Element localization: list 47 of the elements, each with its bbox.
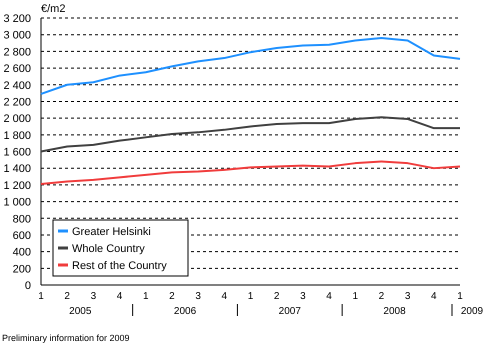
x-tick-label: 1	[457, 291, 464, 302]
y-tick-label: 1 800	[3, 130, 31, 142]
y-tick-label: 3 200	[3, 13, 31, 25]
x-tick-label: 2	[274, 291, 280, 302]
x-tick-label: 3	[300, 291, 306, 302]
x-tick-label: 3	[90, 291, 97, 302]
x-tick-label: 1	[38, 291, 44, 302]
x-tick-label: 4	[222, 291, 228, 302]
line-series	[40, 37, 461, 95]
y-tick-label: 0	[24, 280, 31, 292]
text: 2006	[174, 306, 197, 317]
x-tick-label: 3	[404, 291, 411, 302]
y-tick-label: 1 600	[3, 146, 31, 158]
x-tick-label: 2	[169, 291, 176, 302]
y-tick-label: 2 400	[3, 80, 31, 92]
x-tick-label: 1	[142, 291, 149, 302]
y-tick-label: 2 000	[3, 113, 31, 126]
y-tick-label: 800	[12, 213, 31, 226]
x-tick-label: 1	[352, 291, 358, 302]
y-tick-label: 1 000	[3, 196, 31, 209]
line-series	[40, 160, 461, 186]
y-tick-label: 400	[12, 246, 31, 259]
y-tick-label: 600	[12, 230, 31, 242]
text: 2007	[278, 306, 302, 317]
y-axis-title: €/m2	[41, 3, 66, 15]
y-tick-label: 200	[12, 263, 31, 276]
x-tick-label: 4	[431, 291, 438, 302]
x-tick-label: 2	[64, 291, 70, 302]
line-series	[40, 116, 461, 152]
legend-label: Whole Country	[72, 243, 146, 255]
x-tick-label: 3	[195, 291, 202, 302]
x-tick-label: 4	[326, 291, 332, 302]
y-tick-label: 2 800	[3, 46, 31, 58]
legend-label: Rest of the Country	[72, 260, 168, 272]
x-tick-label: 4	[116, 291, 123, 302]
legend-label: Greater Helsinki	[72, 226, 151, 238]
text: 2005	[69, 306, 92, 317]
text: Preliminary information for 2009	[2, 333, 130, 343]
text: 2008	[383, 306, 406, 317]
y-tick-label: 1 200	[3, 180, 31, 192]
x-tick-label: 2	[378, 291, 385, 302]
text: 2009	[460, 306, 484, 317]
y-tick-label: 2 600	[3, 63, 31, 76]
y-tick-label: 2 200	[3, 96, 31, 108]
y-tick-label: 3 000	[3, 30, 31, 42]
x-tick-label: 1	[248, 291, 254, 302]
y-tick-label: 1 400	[3, 163, 31, 176]
